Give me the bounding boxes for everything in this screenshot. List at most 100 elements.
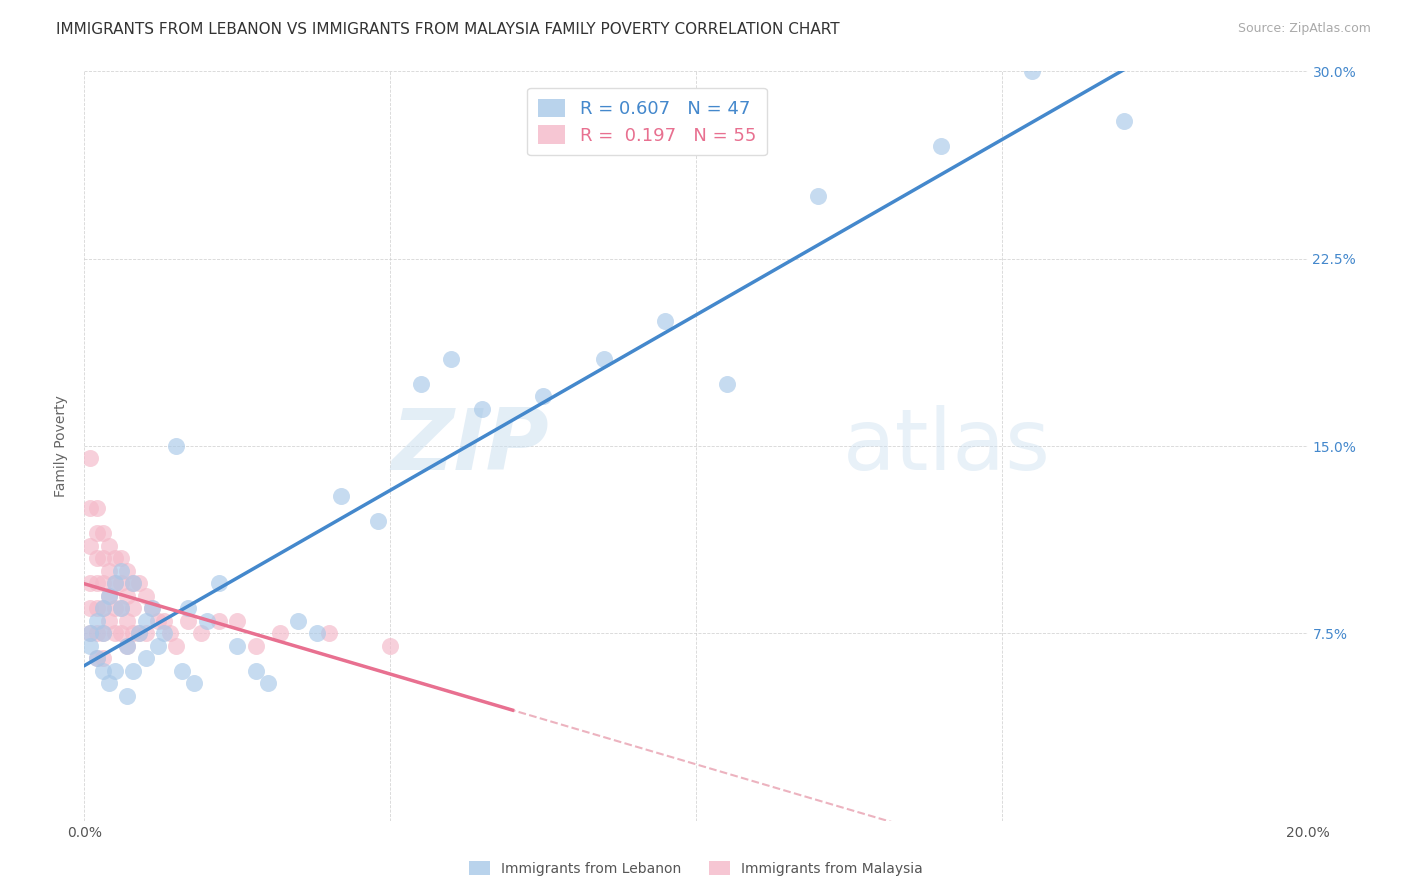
Point bbox=[115, 589, 138, 603]
Point bbox=[135, 614, 157, 628]
Point bbox=[115, 614, 138, 628]
Point bbox=[91, 526, 114, 541]
Point bbox=[440, 351, 463, 366]
Point bbox=[91, 664, 114, 678]
Point bbox=[122, 576, 145, 591]
Point bbox=[146, 614, 169, 628]
Point bbox=[269, 626, 291, 640]
Point bbox=[86, 651, 108, 665]
Point bbox=[79, 626, 101, 640]
Point bbox=[91, 626, 114, 640]
Point bbox=[531, 389, 554, 403]
Point bbox=[128, 626, 150, 640]
Point bbox=[104, 626, 127, 640]
Point bbox=[1021, 64, 1043, 78]
Point bbox=[122, 664, 145, 678]
Point bbox=[929, 139, 952, 153]
Point bbox=[97, 589, 120, 603]
Point bbox=[110, 601, 132, 615]
Point bbox=[318, 626, 340, 640]
Point bbox=[305, 626, 328, 640]
Point bbox=[471, 401, 494, 416]
Point bbox=[128, 576, 150, 591]
Point bbox=[79, 501, 101, 516]
Point bbox=[141, 601, 163, 615]
Point bbox=[177, 601, 200, 615]
Text: Source: ZipAtlas.com: Source: ZipAtlas.com bbox=[1237, 22, 1371, 36]
Point bbox=[165, 639, 187, 653]
Point bbox=[593, 351, 616, 366]
Point bbox=[86, 601, 108, 615]
Point bbox=[153, 626, 176, 640]
Point bbox=[380, 639, 402, 653]
Point bbox=[86, 626, 108, 640]
Point bbox=[208, 614, 231, 628]
Point bbox=[110, 564, 132, 578]
Point bbox=[115, 564, 138, 578]
Point bbox=[97, 614, 120, 628]
Point bbox=[86, 551, 108, 566]
Point bbox=[79, 639, 101, 653]
Point bbox=[91, 551, 114, 566]
Point bbox=[153, 614, 176, 628]
Point bbox=[190, 626, 212, 640]
Point bbox=[86, 651, 108, 665]
Point bbox=[159, 626, 181, 640]
Point bbox=[115, 639, 138, 653]
Point bbox=[195, 614, 218, 628]
Legend: Immigrants from Lebanon, Immigrants from Malaysia: Immigrants from Lebanon, Immigrants from… bbox=[464, 855, 928, 881]
Point bbox=[128, 626, 150, 640]
Point bbox=[115, 689, 138, 703]
Point bbox=[177, 614, 200, 628]
Point bbox=[86, 614, 108, 628]
Point bbox=[91, 601, 114, 615]
Point bbox=[330, 489, 353, 503]
Point bbox=[716, 376, 738, 391]
Point bbox=[183, 676, 205, 690]
Point bbox=[122, 626, 145, 640]
Point bbox=[165, 439, 187, 453]
Point bbox=[91, 626, 114, 640]
Point bbox=[104, 664, 127, 678]
Point bbox=[86, 501, 108, 516]
Text: IMMIGRANTS FROM LEBANON VS IMMIGRANTS FROM MALAYSIA FAMILY POVERTY CORRELATION C: IMMIGRANTS FROM LEBANON VS IMMIGRANTS FR… bbox=[56, 22, 839, 37]
Point bbox=[79, 601, 101, 615]
Point bbox=[97, 676, 120, 690]
Point bbox=[226, 614, 249, 628]
Point bbox=[79, 576, 101, 591]
Point bbox=[1114, 114, 1136, 128]
Text: ZIP: ZIP bbox=[391, 404, 550, 488]
Point bbox=[91, 576, 114, 591]
Point bbox=[135, 626, 157, 640]
Point bbox=[91, 651, 114, 665]
Point bbox=[104, 576, 127, 591]
Point bbox=[104, 601, 127, 615]
Point bbox=[86, 526, 108, 541]
Point bbox=[245, 639, 267, 653]
Point bbox=[135, 589, 157, 603]
Point bbox=[79, 451, 101, 466]
Point bbox=[287, 614, 309, 628]
Point bbox=[86, 576, 108, 591]
Point bbox=[110, 551, 132, 566]
Point bbox=[245, 664, 267, 678]
Point bbox=[110, 626, 132, 640]
Point bbox=[807, 189, 830, 203]
Point bbox=[122, 601, 145, 615]
Point bbox=[97, 539, 120, 553]
Y-axis label: Family Poverty: Family Poverty bbox=[55, 395, 69, 497]
Point bbox=[146, 639, 169, 653]
Point bbox=[104, 576, 127, 591]
Point bbox=[110, 576, 132, 591]
Point bbox=[79, 626, 101, 640]
Point bbox=[367, 514, 389, 528]
Point bbox=[409, 376, 432, 391]
Point bbox=[226, 639, 249, 653]
Point bbox=[104, 551, 127, 566]
Point bbox=[97, 564, 120, 578]
Point bbox=[110, 601, 132, 615]
Point bbox=[172, 664, 194, 678]
Point bbox=[122, 576, 145, 591]
Point bbox=[135, 651, 157, 665]
Point bbox=[97, 589, 120, 603]
